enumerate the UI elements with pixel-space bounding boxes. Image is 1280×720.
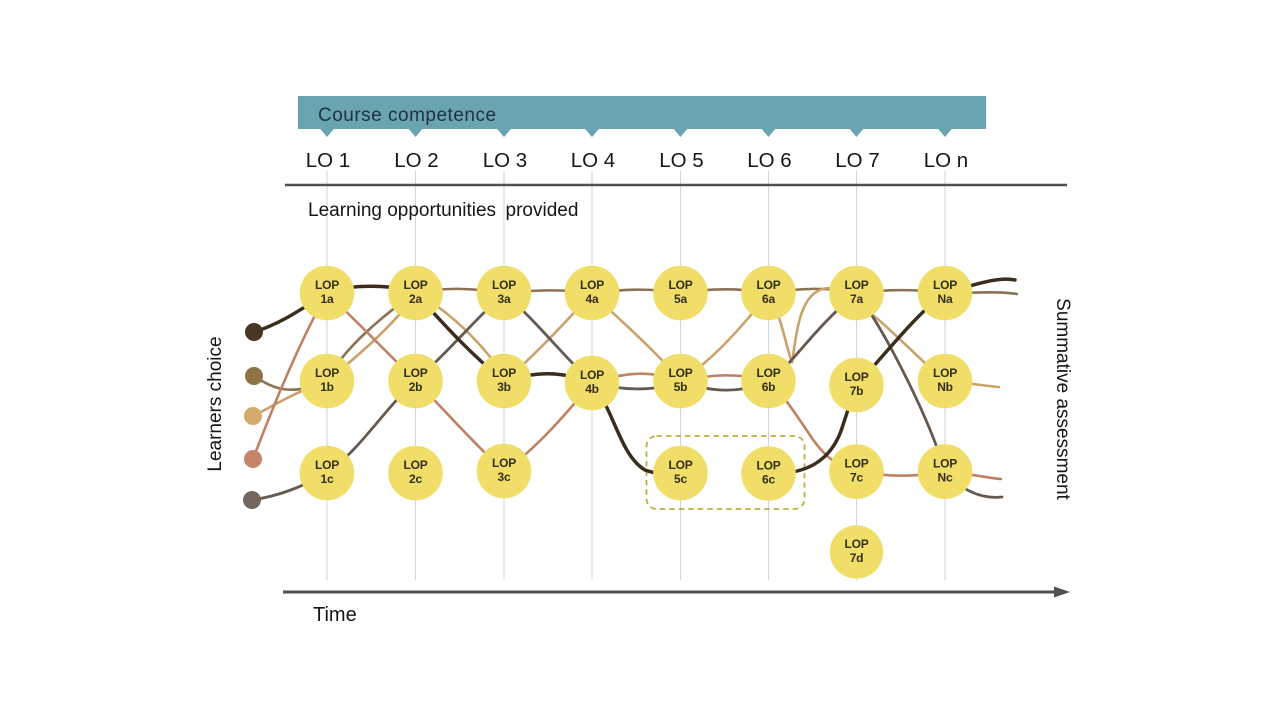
svg-text:LO n: LO n — [924, 149, 968, 172]
svg-text:4b: 4b — [585, 382, 599, 396]
svg-text:Learners choice: Learners choice — [205, 336, 226, 471]
svg-text:Summative assessment: Summative assessment — [1052, 298, 1073, 500]
svg-text:LOP: LOP — [580, 278, 604, 292]
svg-text:LOP: LOP — [933, 366, 957, 380]
svg-text:LOP: LOP — [315, 278, 339, 292]
svg-text:LOP: LOP — [403, 458, 427, 472]
svg-text:1a: 1a — [321, 292, 334, 306]
svg-text:LOP: LOP — [492, 366, 516, 380]
svg-text:6b: 6b — [762, 380, 776, 394]
svg-text:Time: Time — [313, 604, 357, 626]
svg-text:LO 1: LO 1 — [306, 149, 350, 172]
svg-text:6a: 6a — [762, 292, 775, 306]
svg-text:7d: 7d — [850, 551, 864, 565]
svg-text:2c: 2c — [409, 472, 422, 486]
svg-text:LOP: LOP — [403, 366, 427, 380]
svg-text:LOP: LOP — [403, 278, 427, 292]
svg-text:3b: 3b — [497, 380, 511, 394]
svg-text:3c: 3c — [498, 470, 511, 484]
svg-text:LO 7: LO 7 — [835, 149, 879, 172]
svg-text:LO 6: LO 6 — [747, 149, 791, 172]
svg-text:Nb: Nb — [937, 380, 953, 394]
svg-text:2b: 2b — [409, 380, 423, 394]
svg-text:LO 3: LO 3 — [483, 149, 527, 172]
svg-text:6c: 6c — [762, 473, 775, 487]
svg-text:LOP: LOP — [668, 278, 692, 292]
svg-text:7a: 7a — [850, 292, 863, 306]
svg-text:Nc: Nc — [938, 471, 953, 485]
svg-text:LOP: LOP — [492, 456, 516, 470]
svg-text:4a: 4a — [586, 292, 599, 306]
svg-text:LOP: LOP — [844, 457, 868, 471]
svg-text:LOP: LOP — [756, 459, 780, 473]
svg-text:7c: 7c — [850, 471, 863, 485]
svg-text:LOP: LOP — [756, 278, 780, 292]
svg-text:3a: 3a — [498, 292, 511, 306]
svg-text:LOP: LOP — [315, 458, 339, 472]
svg-text:7b: 7b — [850, 384, 864, 398]
svg-text:Na: Na — [938, 292, 953, 306]
svg-text:LO 5: LO 5 — [659, 149, 703, 172]
svg-text:1c: 1c — [321, 472, 334, 486]
svg-text:Course competence: Course competence — [318, 105, 497, 126]
svg-text:1b: 1b — [320, 380, 334, 394]
svg-text:LOP: LOP — [844, 537, 868, 551]
svg-text:LOP: LOP — [580, 368, 604, 382]
svg-text:LOP: LOP — [668, 458, 692, 472]
svg-text:LOP: LOP — [844, 370, 868, 384]
svg-text:2a: 2a — [409, 292, 422, 306]
svg-text:5a: 5a — [674, 292, 687, 306]
svg-text:LO 4: LO 4 — [571, 149, 615, 172]
svg-text:5c: 5c — [674, 472, 687, 486]
svg-text:LO 2: LO 2 — [394, 149, 438, 172]
svg-text:LOP: LOP — [492, 278, 516, 292]
svg-text:LOP: LOP — [668, 366, 692, 380]
svg-text:Learning opportunities provide: Learning opportunities provided — [308, 200, 578, 221]
svg-text:5b: 5b — [674, 380, 688, 394]
svg-text:LOP: LOP — [756, 366, 780, 380]
svg-text:LOP: LOP — [933, 457, 957, 471]
svg-text:LOP: LOP — [933, 278, 957, 292]
svg-text:LOP: LOP — [844, 278, 868, 292]
svg-text:LOP: LOP — [315, 366, 339, 380]
